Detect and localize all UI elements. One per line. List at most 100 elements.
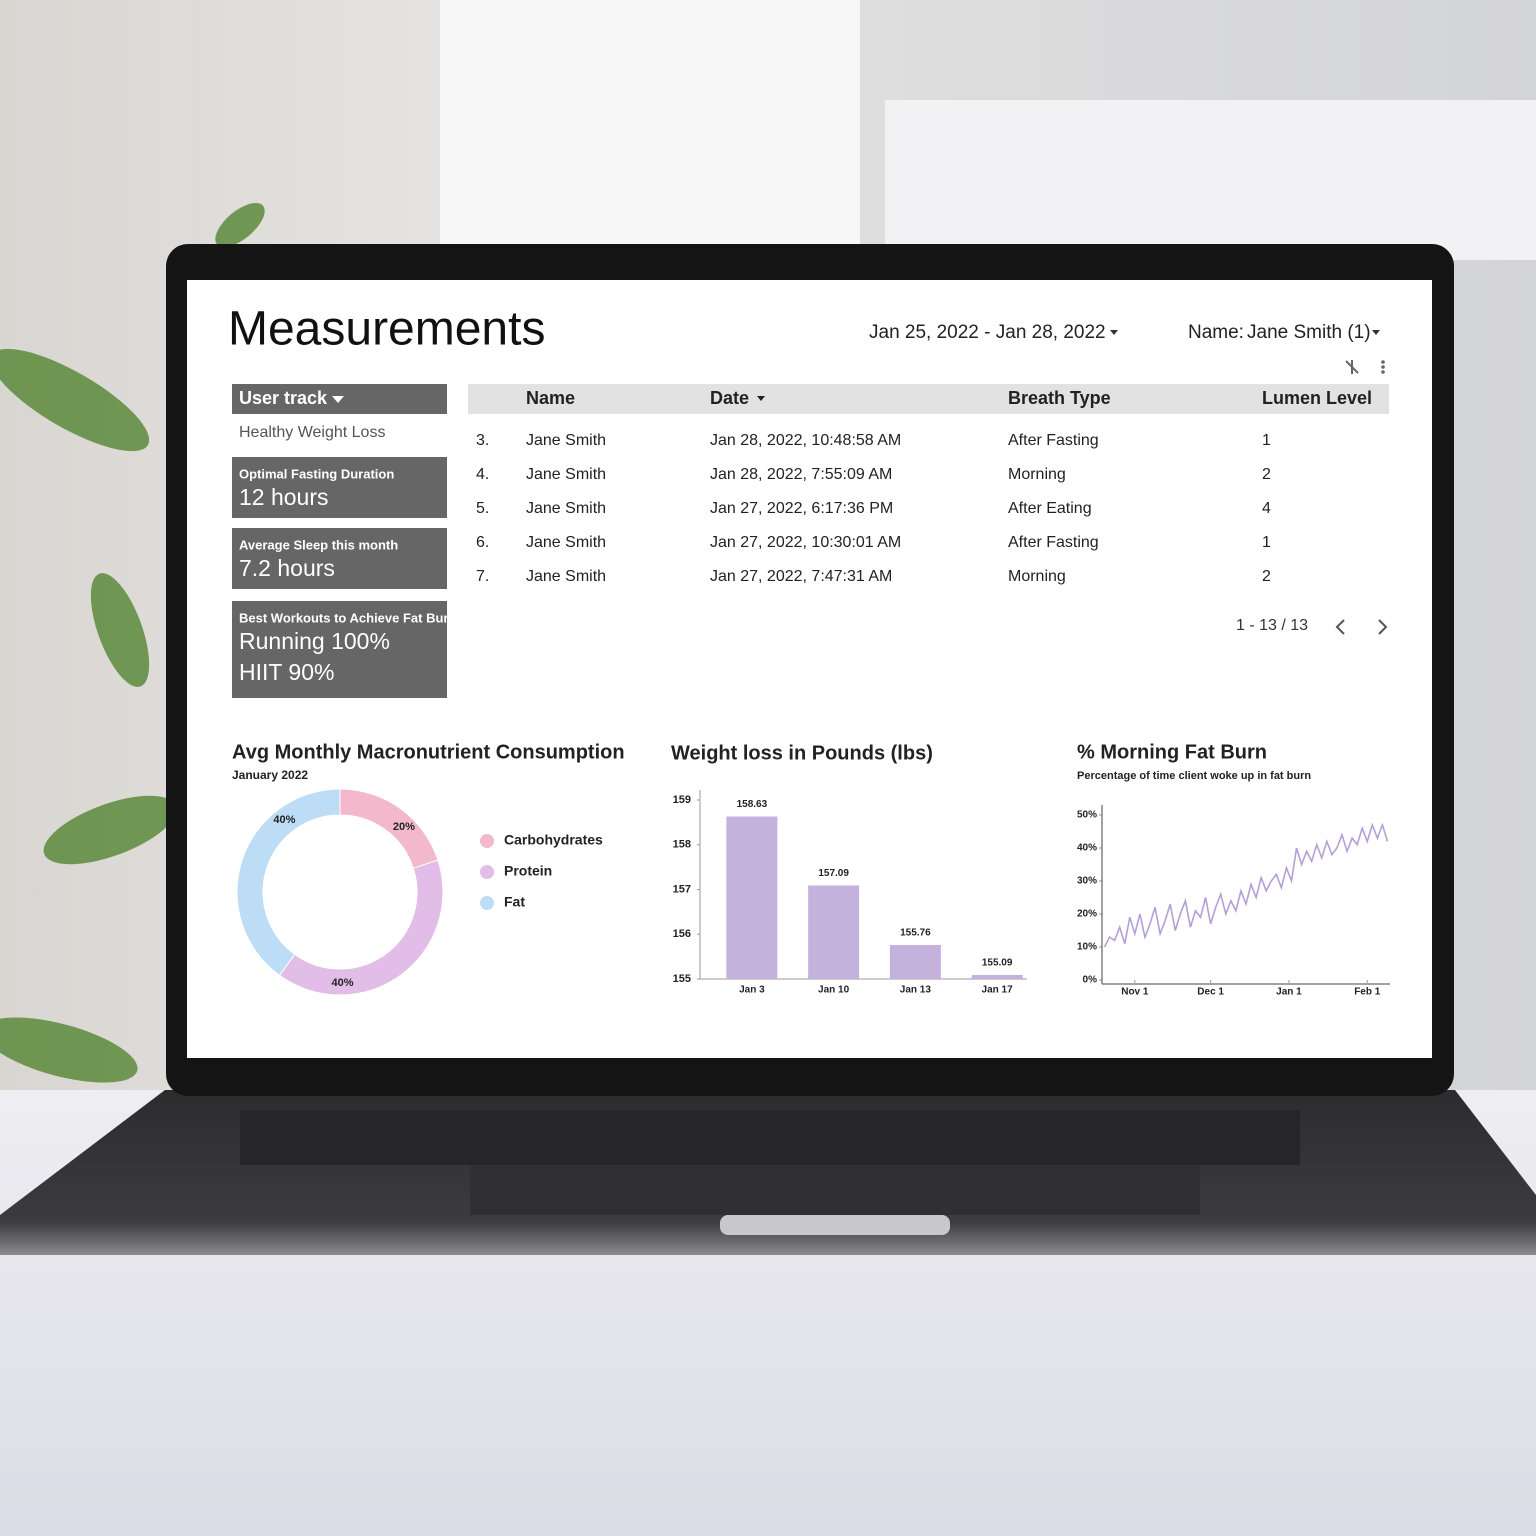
hinge-notch — [720, 1215, 950, 1235]
table-cell: Jane Smith — [526, 568, 606, 585]
table-cell: 6. — [476, 534, 489, 551]
slice-label: 40% — [332, 977, 354, 989]
table-header — [468, 384, 1389, 414]
table-cell: Jane Smith — [526, 432, 606, 449]
table-cell: After Eating — [1008, 500, 1092, 517]
keyboard — [240, 1110, 1300, 1165]
bar — [971, 974, 1023, 979]
kpi-value: 12 hours — [239, 484, 329, 510]
y-tick-label: 157 — [673, 883, 691, 895]
legend-label: Protein — [504, 863, 552, 879]
chart-subtitle: Percentage of time client woke up in fat… — [1077, 770, 1311, 782]
chart-subtitle: January 2022 — [232, 768, 308, 782]
legend-swatch — [480, 834, 494, 848]
pagination: 1 - 13 / 13 — [1236, 617, 1308, 634]
y-tick-label: 0% — [1083, 975, 1098, 986]
dropdown-icon[interactable] — [1372, 330, 1380, 335]
table-cell: 4 — [1262, 500, 1271, 517]
legend-label: Carbohydrates — [504, 832, 603, 848]
table-cell: Jane Smith — [526, 500, 606, 517]
table-cell: 5. — [476, 500, 489, 517]
y-tick-label: 155 — [673, 973, 691, 985]
kpi-label: Optimal Fasting Duration — [239, 466, 394, 481]
user-track-value: Healthy Weight Loss — [239, 424, 385, 441]
trackpad — [470, 1165, 1200, 1215]
chart-title: Weight loss in Pounds (lbs) — [671, 742, 933, 764]
x-tick-label: Dec 1 — [1197, 987, 1224, 998]
y-tick-label: 50% — [1077, 810, 1097, 821]
slice-label: 40% — [273, 814, 295, 826]
kpi-value: 7.2 hours — [239, 555, 335, 581]
legend-swatch — [480, 865, 494, 879]
y-tick-label: 158 — [673, 839, 691, 851]
date-range[interactable]: Jan 25, 2022 - Jan 28, 2022 — [869, 322, 1106, 343]
table-cell: Jan 27, 2022, 6:17:36 PM — [710, 500, 893, 517]
chart-title: Avg Monthly Macronutrient Consumption — [232, 741, 625, 763]
table-cell: 2 — [1262, 466, 1271, 483]
dropdown-icon[interactable] — [332, 396, 344, 403]
y-tick-label: 20% — [1077, 909, 1097, 920]
table-cell: Morning — [1008, 466, 1066, 483]
y-tick-label: 10% — [1077, 942, 1097, 953]
window-light — [440, 0, 860, 250]
x-tick-label: Feb 1 — [1354, 987, 1381, 998]
filter-off-icon[interactable] — [1345, 360, 1359, 374]
bar — [726, 816, 778, 979]
sort-icon[interactable] — [757, 396, 765, 401]
table-cell: 4. — [476, 466, 489, 483]
dropdown-icon[interactable] — [1110, 330, 1118, 335]
table-cell: Jane Smith — [526, 466, 606, 483]
page-title: Measurements — [228, 303, 545, 356]
table-cell: 1 — [1262, 432, 1271, 449]
x-tick-label: Jan 13 — [900, 985, 932, 996]
next-page[interactable] — [1378, 619, 1388, 635]
table-cell: Jan 28, 2022, 7:55:09 AM — [710, 466, 892, 483]
column-header[interactable]: Name — [526, 388, 575, 408]
plant — [0, 202, 265, 1083]
table-cell: Jan 28, 2022, 10:48:58 AM — [710, 432, 901, 449]
kpi-value: Running 100% — [239, 628, 390, 654]
x-tick-label: Jan 3 — [739, 985, 765, 996]
window-light — [885, 100, 1536, 260]
value-label: 158.63 — [737, 799, 768, 810]
kpi-card — [232, 457, 447, 518]
filter-label[interactable]: Name: — [1188, 322, 1244, 343]
slice-label: 20% — [393, 821, 415, 833]
bar — [889, 944, 941, 979]
x-tick-label: Jan 17 — [982, 985, 1014, 996]
column-header[interactable]: Breath Type — [1008, 388, 1111, 408]
kpi-label: Average Sleep this month — [239, 537, 398, 552]
chart-title: % Morning Fat Burn — [1077, 741, 1267, 763]
table-cell: Morning — [1008, 568, 1066, 585]
more-icon[interactable] — [1381, 360, 1385, 374]
line-series — [1103, 822, 1389, 948]
y-tick-label: 156 — [673, 928, 691, 940]
table-cell: Jan 27, 2022, 7:47:31 AM — [710, 568, 892, 585]
kpi-value: HIIT 90% — [239, 659, 334, 685]
table-cell: Jan 27, 2022, 10:30:01 AM — [710, 534, 901, 551]
x-tick-label: Nov 1 — [1121, 987, 1149, 998]
table-cell: Jane Smith — [526, 534, 606, 551]
kpi-card — [232, 601, 447, 698]
x-tick-label: Jan 10 — [818, 985, 850, 996]
prev-page[interactable] — [1335, 619, 1345, 635]
kpi-card — [232, 528, 447, 589]
table-cell: 3. — [476, 432, 489, 449]
kpi-label: Best Workouts to Achieve Fat Burn — [239, 610, 456, 625]
table-cell: 7. — [476, 568, 489, 585]
bar — [808, 885, 860, 979]
table-cell: 1 — [1262, 534, 1271, 551]
value-label: 157.09 — [818, 868, 849, 879]
filter-value[interactable]: Jane Smith (1) — [1247, 322, 1371, 343]
legend-label: Fat — [504, 894, 525, 910]
pie-slice — [236, 788, 341, 977]
x-tick-label: Jan 1 — [1276, 987, 1302, 998]
column-header[interactable]: Date — [710, 388, 749, 408]
column-header[interactable]: Lumen Level — [1262, 388, 1372, 408]
user-track-label[interactable]: User track — [239, 388, 328, 408]
y-tick-label: 159 — [673, 794, 691, 806]
value-label: 155.76 — [900, 928, 931, 939]
table-cell: 2 — [1262, 568, 1271, 585]
legend-swatch — [480, 896, 494, 910]
